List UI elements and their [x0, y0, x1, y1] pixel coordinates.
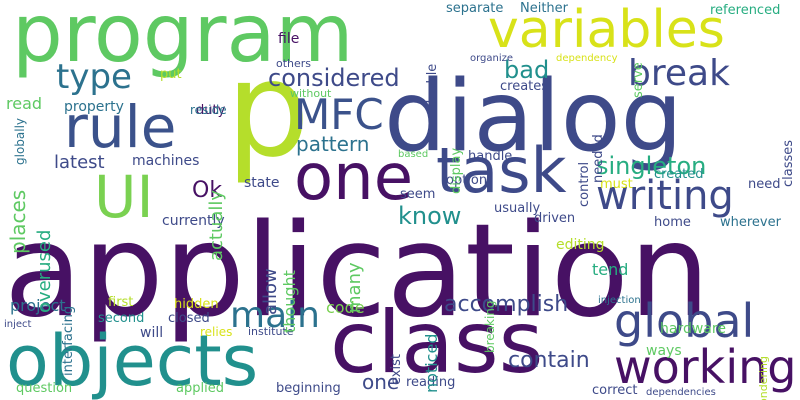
word-relies: relies [200, 325, 233, 339]
word-classes: classes [781, 139, 796, 187]
word-ways: ways [646, 343, 682, 359]
word-control: handle [468, 149, 513, 164]
word-institute: institute [248, 325, 294, 338]
word-needed: needed [591, 134, 606, 183]
word-globally: globally [13, 117, 27, 165]
word-ok: Ok [192, 178, 223, 203]
word-first: first [108, 295, 134, 310]
word-reading: reading [406, 375, 456, 390]
word-second: second [98, 311, 145, 326]
word-exist: exist [389, 354, 404, 385]
word-display: display [449, 147, 464, 194]
word-without: without [290, 87, 332, 100]
word-rule: rule [64, 93, 177, 161]
word-editing: editing [556, 237, 605, 253]
word-program: program [12, 0, 354, 80]
word-referenced: referenced [710, 3, 781, 18]
word-must: need [748, 177, 781, 192]
word-project: project [10, 296, 66, 315]
word-handle: control [577, 161, 592, 207]
word-closed: closed [168, 311, 210, 326]
word-driven: home [654, 215, 691, 230]
word-allow: allow [260, 268, 281, 315]
word-mfc: MFC [294, 90, 384, 139]
word-many: many [344, 262, 365, 313]
word-read: read [6, 94, 43, 113]
word-considered: considered [268, 64, 400, 92]
word-overused: overused [34, 229, 55, 313]
word-duty: duty [196, 103, 226, 118]
word-bad: bad [504, 56, 550, 84]
word-main: main [230, 295, 320, 336]
word-question: question [16, 381, 73, 396]
word-breaking: based [398, 149, 429, 160]
word-state: state [244, 175, 280, 191]
word-currently: currently [162, 213, 225, 229]
word-put: put [160, 67, 182, 82]
word-one-small: one [362, 370, 400, 394]
word-variables: variables [488, 0, 725, 60]
word-code: code [326, 298, 365, 317]
word-property: property [64, 99, 124, 115]
word-reside: reside [190, 103, 227, 117]
word-machines: machines [132, 153, 200, 169]
word-created: must [600, 177, 633, 192]
word-wondering: wondering [757, 356, 770, 400]
word-contain: contain [508, 348, 590, 373]
word-break: break [628, 53, 730, 94]
word-tend: tend [592, 260, 629, 279]
word-inject: inject [4, 319, 32, 330]
word-need: usually [494, 201, 541, 216]
word-actually: actually [206, 189, 227, 261]
word-dependencies: dependencies [646, 387, 716, 398]
word-seem: created [654, 167, 704, 182]
word-double: double [425, 63, 440, 108]
word-one-large: one [294, 141, 414, 215]
word-dialog: dialog [384, 60, 683, 174]
word-latest: latest [54, 152, 105, 173]
word-objects: objects [6, 320, 259, 400]
word-p: p [226, 33, 310, 187]
word-injection: injection [598, 295, 641, 306]
word-based: option [446, 173, 488, 188]
word-serve: serve [631, 62, 646, 98]
word-beginning: beginning [276, 381, 341, 396]
word-know: know [398, 202, 462, 230]
word-application: application [4, 197, 711, 346]
word-option: seem [400, 187, 436, 202]
word-type: type [56, 57, 132, 97]
word-task: task [436, 134, 567, 207]
word-usually: driven [534, 211, 576, 226]
word-places: places [6, 189, 30, 254]
word-separate: separate [446, 1, 504, 16]
word-pattern: pattern [296, 132, 370, 156]
word-hidden: hidden [174, 297, 219, 312]
word-applied: applied [176, 381, 224, 396]
word-writing: writing [596, 173, 734, 219]
word-correct: correct [592, 383, 638, 398]
word-interfacing: interfacing [61, 305, 76, 376]
word-will: will [140, 325, 164, 341]
word-file: file [278, 31, 300, 47]
word-noticed: noticed [422, 333, 441, 393]
word-working: working [614, 340, 797, 394]
word-creates: creates [500, 79, 549, 94]
word-singleton: singleton [596, 152, 707, 180]
word-dependency: dependency [556, 53, 618, 64]
word-home: wherever [720, 215, 781, 230]
word-accomplish: accomplish [444, 292, 569, 317]
word-others: others [276, 57, 312, 70]
word-hardware: hardware [660, 321, 726, 337]
word-ui: UI [94, 163, 154, 231]
word-neither: Neither [520, 1, 569, 16]
word-thought: thought [280, 270, 299, 333]
word-wherever: breaking [483, 300, 497, 353]
word-class: class [330, 293, 544, 393]
word-organize: organize [470, 53, 514, 64]
word-global: global [614, 294, 755, 348]
